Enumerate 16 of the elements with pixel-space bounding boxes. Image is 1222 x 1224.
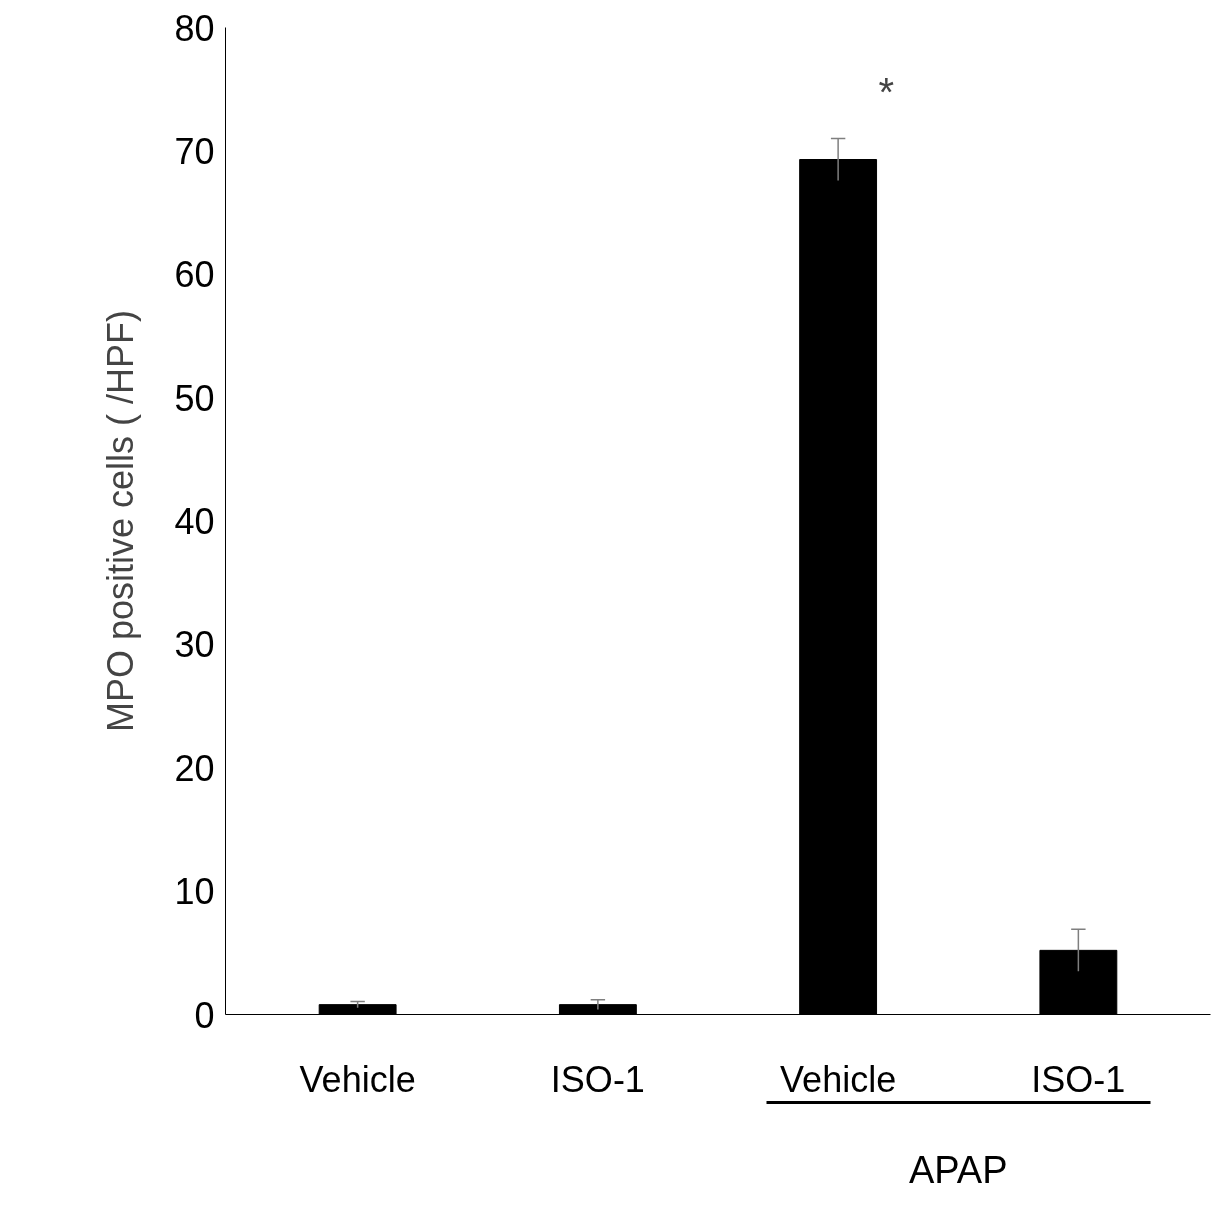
- y-tick-label: 70: [174, 130, 215, 172]
- x-tick-label: ISO-1: [550, 1058, 645, 1100]
- x-tick-label: ISO-1: [1031, 1058, 1126, 1100]
- y-tick-label: 30: [174, 624, 215, 666]
- y-axis-title: MPO positive cells ( /HPF): [100, 309, 142, 733]
- y-tick-label: 10: [174, 871, 215, 913]
- x-tick-label: Vehicle: [780, 1058, 897, 1100]
- y-tick-label: 20: [174, 747, 215, 789]
- y-tick-label: 50: [174, 377, 215, 419]
- data-label: *: [878, 69, 894, 114]
- text: APAP: [908, 1148, 1008, 1191]
- y-tick-label: 0: [194, 994, 215, 1036]
- y-tick-label: 40: [174, 501, 215, 542]
- y-tick-label: 80: [174, 7, 215, 49]
- x-tick-label: Vehicle: [299, 1058, 416, 1100]
- y-tick-label: 60: [174, 254, 215, 296]
